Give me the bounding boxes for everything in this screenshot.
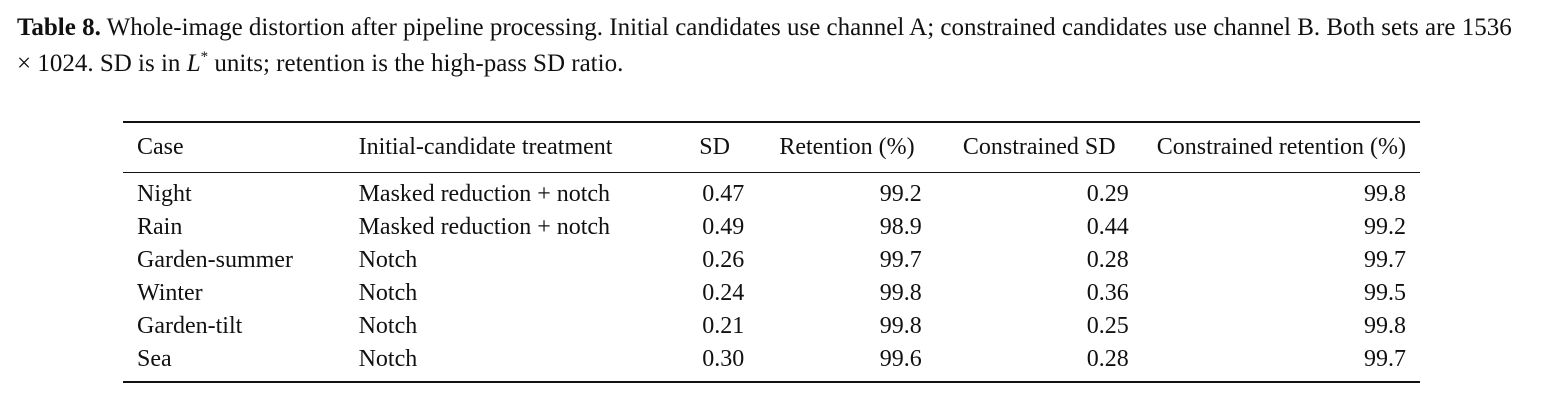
cell-retention: 98.9 — [879, 214, 922, 240]
caption-text-end: units; retention is the high-pass SD rat… — [208, 50, 624, 77]
cell-constrained-retention: 99.7 — [1364, 346, 1406, 372]
cell-treatment: Notch — [358, 280, 418, 306]
cell-sd: 0.49 — [702, 214, 745, 240]
cell-constrained-sd: 0.36 — [1086, 280, 1129, 306]
results-table: Case Initial-candidate treatment SD Rete… — [123, 121, 1420, 383]
cell-retention: 99.8 — [879, 313, 922, 339]
caption-text: Whole-image distortion after pipeline pr… — [17, 14, 1512, 77]
cell-retention: 99.6 — [879, 346, 922, 372]
cell-constrained-sd: 0.29 — [1086, 181, 1129, 207]
cell-treatment: Notch — [358, 313, 418, 339]
cell-sd: 0.21 — [702, 313, 745, 339]
results-table-wrapper: Case Initial-candidate treatment SD Rete… — [123, 121, 1420, 383]
cell-constrained-sd: 0.44 — [1086, 214, 1129, 240]
table-row: Garden-tilt Notch 0.21 99.8 0.25 99.8 — [123, 310, 1420, 343]
cell-case: Winter — [137, 280, 203, 306]
cell-constrained-retention: 99.5 — [1364, 280, 1406, 306]
cell-sd: 0.47 — [702, 181, 745, 207]
caption-math-superscript: * — [200, 49, 209, 65]
table-caption: Table 8. Whole-image distortion after pi… — [17, 10, 1532, 85]
cell-treatment: Notch — [358, 346, 418, 372]
cell-treatment: Notch — [358, 247, 418, 273]
header-treatment: Initial-candidate treatment — [358, 134, 613, 160]
cell-retention: 99.7 — [879, 247, 922, 273]
cell-case: Garden-summer — [137, 247, 293, 273]
header-retention: Retention (%) — [779, 134, 915, 160]
cell-retention: 99.8 — [879, 280, 922, 306]
table-row: Night Masked reduction + notch 0.47 99.2… — [123, 173, 1420, 212]
header-constrained-sd: Constrained SD — [962, 134, 1116, 160]
cell-constrained-retention: 99.8 — [1364, 313, 1406, 339]
cell-constrained-retention: 99.2 — [1364, 214, 1406, 240]
cell-retention: 99.2 — [879, 181, 922, 207]
table-row: Rain Masked reduction + notch 0.49 98.9 … — [123, 211, 1420, 244]
cell-constrained-retention: 99.8 — [1364, 181, 1406, 207]
table-row: Sea Notch 0.30 99.6 0.28 99.7 — [123, 343, 1420, 382]
cell-case: Rain — [137, 214, 183, 240]
cell-treatment: Masked reduction + notch — [358, 214, 611, 240]
cell-sd: 0.26 — [702, 247, 745, 273]
cell-case: Garden-tilt — [137, 313, 243, 339]
cell-case: Night — [137, 181, 192, 207]
header-case: Case — [137, 134, 184, 160]
cell-case: Sea — [137, 346, 172, 372]
cell-treatment: Masked reduction + notch — [358, 181, 611, 207]
table-row: Garden-summer Notch 0.26 99.7 0.28 99.7 — [123, 244, 1420, 277]
header-constrained-retention: Constrained retention (%) — [1156, 134, 1406, 160]
caption-math-symbol: L — [186, 50, 201, 77]
cell-sd: 0.30 — [702, 346, 745, 372]
table-body: Night Masked reduction + notch 0.47 99.2… — [123, 173, 1420, 382]
header-row: Case Initial-candidate treatment SD Rete… — [123, 122, 1420, 173]
cell-constrained-retention: 99.7 — [1364, 247, 1406, 273]
cell-sd: 0.24 — [702, 280, 745, 306]
cell-constrained-sd: 0.25 — [1086, 313, 1129, 339]
cell-constrained-sd: 0.28 — [1086, 247, 1129, 273]
caption-label: Table 8. — [17, 14, 101, 41]
header-sd: SD — [699, 134, 730, 160]
cell-constrained-sd: 0.28 — [1086, 346, 1129, 372]
table-header: Case Initial-candidate treatment SD Rete… — [123, 122, 1420, 173]
table-row: Winter Notch 0.24 99.8 0.36 99.5 — [123, 277, 1420, 310]
